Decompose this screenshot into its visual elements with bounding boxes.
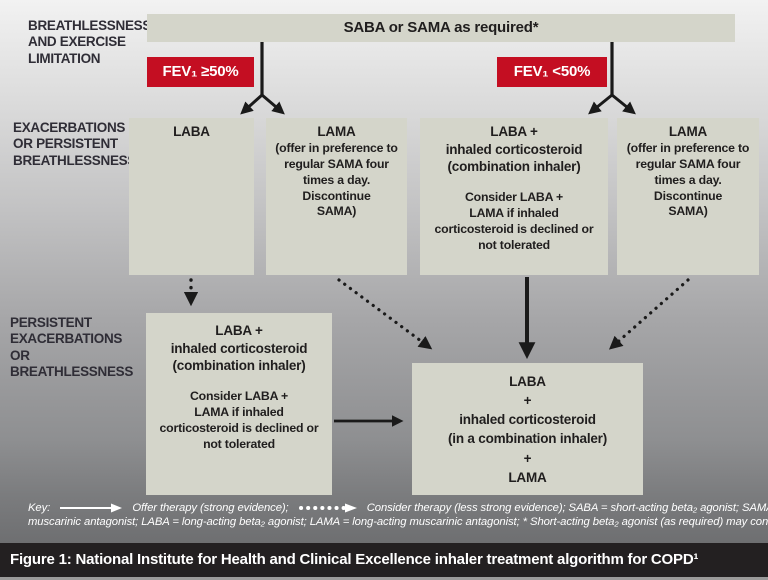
box-lama-right: LAMA (offer in preference to regular SAM…	[617, 118, 759, 275]
box-laba-ics: LABA + inhaled corticosteroid (combinati…	[420, 118, 608, 275]
legend-line-2: muscarinic antagonist; LABA = long-actin…	[28, 516, 768, 528]
box-lama-left: LAMA (offer in preference to regular SAM…	[266, 118, 407, 275]
box-laba-title: LABA	[173, 124, 210, 139]
box-triple-therapy: LABA + inhaled corticosteroid (in a comb…	[412, 363, 643, 495]
legend-key-label: Key:	[28, 502, 51, 514]
box-laba-ics-bottom-body: Consider LABA + LAMA if inhaled corticos…	[159, 388, 319, 451]
dotted-arrow-lama-right-diag	[608, 278, 690, 350]
badge-fev-ge50: FEV₁ ≥50%	[147, 57, 254, 87]
stage-label-breathlessness: BREATHLESSNESS AND EXERCISE LIMITATION	[28, 18, 152, 66]
dotted-arrow-lama-left-diag	[337, 278, 433, 350]
stage-label-exacerbations: EXACERBATIONS OR PERSISTENT BREATHLESSNE…	[13, 120, 137, 168]
box-laba-ics-title: LABA + inhaled corticosteroid (combinati…	[445, 124, 583, 175]
solid-arrow-icon	[60, 503, 123, 513]
legend-offer-label: Offer therapy (strong evidence);	[132, 502, 289, 514]
legend-consider-label: Consider therapy (less strong evidence);…	[366, 502, 768, 514]
box-laba-ics-body: Consider LABA + LAMA if inhaled corticos…	[434, 189, 594, 252]
figure-caption: Figure 1: National Institute for Health …	[0, 543, 768, 577]
box-laba-ics-bottom: LABA + inhaled corticosteroid (combinati…	[146, 313, 332, 495]
bottom-divider	[0, 577, 768, 580]
box-saba-sama: SABA or SAMA as required*	[147, 14, 735, 42]
stage-label-persistent: PERSISTENT EXACERBATIONS OR BREATHLESSNE…	[10, 315, 134, 380]
box-lama-right-body: (offer in preference to regular SAMA fou…	[626, 140, 750, 219]
box-lama-left-title: LAMA	[317, 124, 356, 139]
dotted-arrow-icon	[298, 503, 357, 513]
box-lama-right-title: LAMA	[668, 124, 708, 139]
box-laba: LABA	[129, 118, 254, 275]
badge-fev-lt50: FEV₁ <50%	[497, 57, 607, 87]
legend-line-1: Key: Offer therapy (strong evidence); Co…	[28, 501, 768, 515]
legend: Key: Offer therapy (strong evidence); Co…	[28, 501, 768, 529]
box-triple-therapy-title: LABA + inhaled corticosteroid (in a comb…	[447, 374, 608, 485]
box-lama-left-body: (offer in preference to regular SAMA fou…	[275, 140, 398, 219]
box-laba-ics-bottom-title: LABA + inhaled corticosteroid (combinati…	[170, 323, 308, 374]
